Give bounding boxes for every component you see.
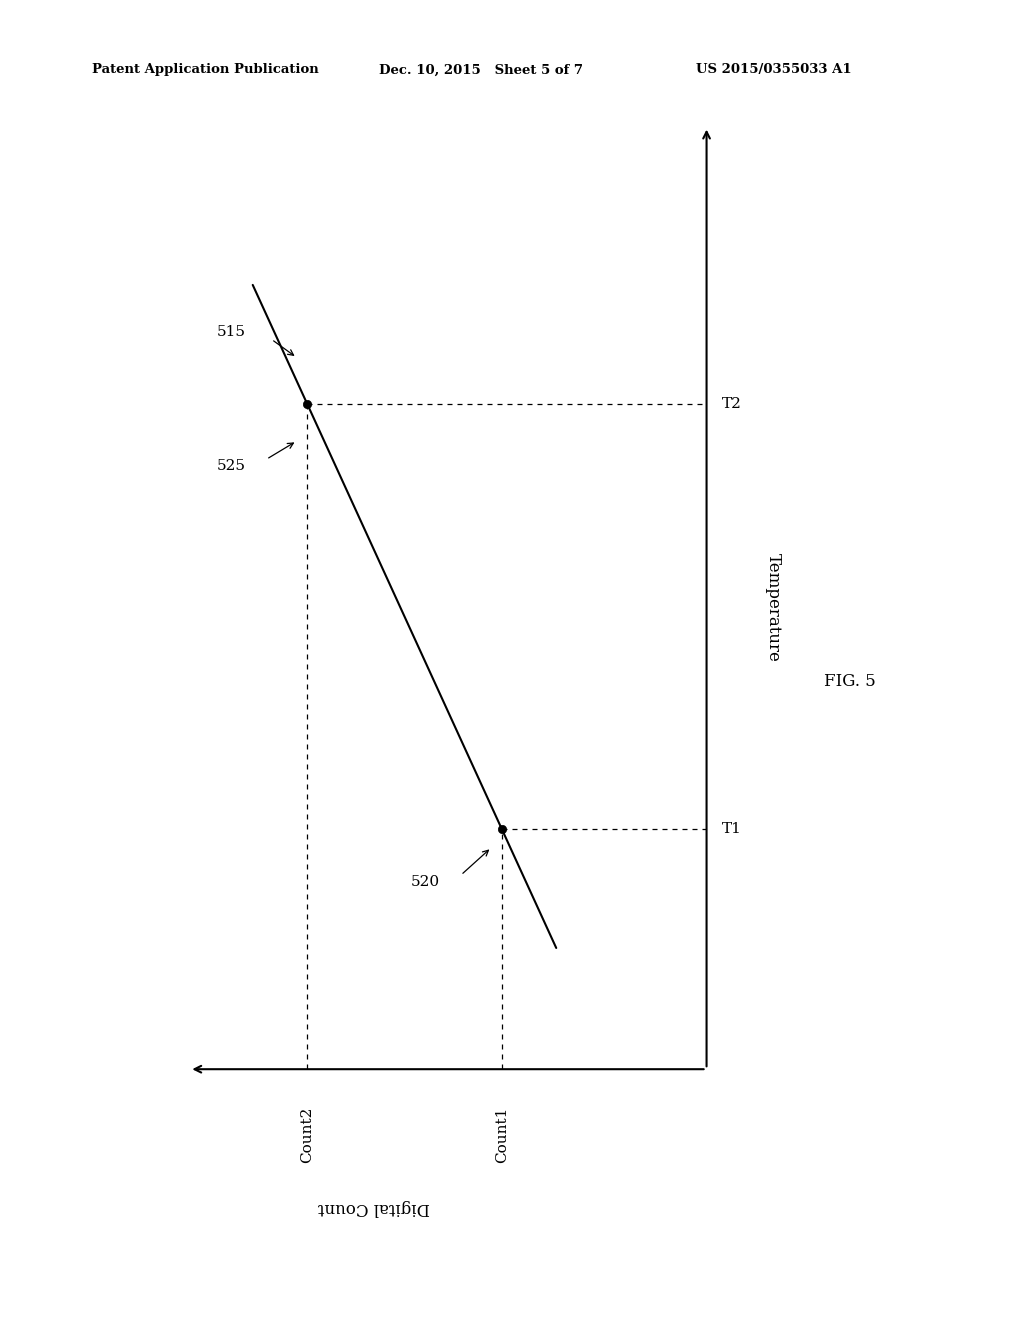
Text: T2: T2 bbox=[722, 397, 741, 411]
Text: Count2: Count2 bbox=[300, 1106, 314, 1163]
Text: FIG. 5: FIG. 5 bbox=[824, 673, 876, 689]
Text: Dec. 10, 2015   Sheet 5 of 7: Dec. 10, 2015 Sheet 5 of 7 bbox=[379, 63, 583, 77]
Text: 520: 520 bbox=[412, 875, 440, 890]
Text: T1: T1 bbox=[722, 822, 741, 836]
Text: Count1: Count1 bbox=[495, 1106, 509, 1163]
Text: 525: 525 bbox=[217, 459, 246, 474]
Text: US 2015/0355033 A1: US 2015/0355033 A1 bbox=[696, 63, 852, 77]
Text: 515: 515 bbox=[217, 325, 246, 339]
Text: Digital Count: Digital Count bbox=[317, 1199, 430, 1216]
Text: Temperature: Temperature bbox=[765, 553, 781, 661]
Text: Patent Application Publication: Patent Application Publication bbox=[92, 63, 318, 77]
